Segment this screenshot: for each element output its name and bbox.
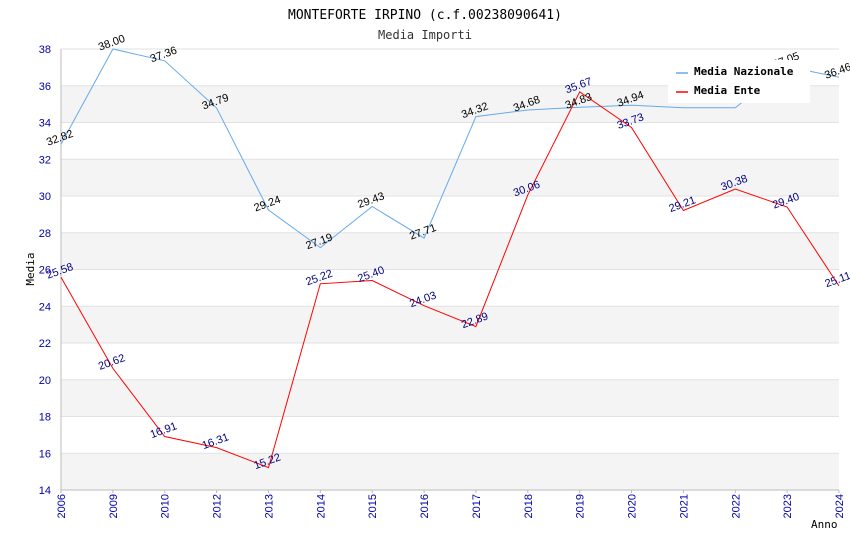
grid-band [61,416,839,454]
grid-band [61,306,839,343]
legend-label-nazionale: Media Nazionale [694,65,794,78]
y-axis-ticks: 14 16 18 20 22 24 26 28 30 32 34 36 38 [39,44,51,497]
y-tick-label: 14 [39,485,51,497]
grid-bands [61,49,839,490]
grid-band [61,269,839,307]
x-tick-label: 2018 [523,494,535,518]
series-line-ente [60,91,840,469]
x-tick-label: 2015 [367,494,379,518]
x-tick-label: 2010 [160,494,172,518]
y-tick-label: 32 [39,154,51,166]
y-tick-label: 24 [39,301,51,313]
grid-band [61,122,839,160]
legend: Media Nazionale Media Ente [668,60,810,103]
grid-band [61,379,839,417]
grid-band [61,453,839,490]
x-tick-label: 2009 [108,494,120,518]
x-tick-label: 2014 [315,494,327,518]
y-tick-label: 26 [39,265,51,277]
legend-background [668,60,810,103]
y-tick-label: 22 [39,338,51,350]
y-tick-label: 18 [39,412,51,424]
y-tick-label: 28 [39,228,51,240]
x-tick-label: 2016 [419,494,431,518]
x-tick-label: 2024 [834,494,846,518]
series-lines [60,48,840,469]
x-tick-label: 2013 [263,494,275,518]
chart-subtitle: Media Importi [378,28,472,42]
y-tick-label: 34 [39,118,51,130]
y-axis-label: Media [24,252,37,285]
y-tick-label: 30 [39,191,51,203]
x-tick-label: 2012 [212,494,224,518]
y-tick-label: 38 [39,44,51,56]
x-axis-ticks: 2006 2009 2010 2012 2013 2014 2015 2016 2017 2018… [56,490,846,518]
y-tick-label: 36 [39,81,51,93]
x-tick-label: 2022 [730,494,742,518]
x-tick-label: 2017 [471,494,483,518]
x-tick-label: 2019 [575,494,587,518]
grid-band [61,232,839,270]
x-tick-label: 2023 [782,494,794,518]
x-tick-label: 2021 [678,494,690,518]
grid-band [61,196,839,233]
series-line-nazionale [60,48,840,249]
x-axis-label: Anno [811,518,838,531]
legend-label-ente: Media Ente [694,84,761,97]
x-tick-label: 2006 [56,494,68,518]
grid-band [61,343,839,380]
x-tick-label: 2020 [627,494,639,518]
y-tick-label: 20 [39,375,51,387]
chart-title: MONTEFORTE IRPINO (c.f.00238090641) [288,8,562,23]
y-tick-label: 16 [39,448,51,460]
